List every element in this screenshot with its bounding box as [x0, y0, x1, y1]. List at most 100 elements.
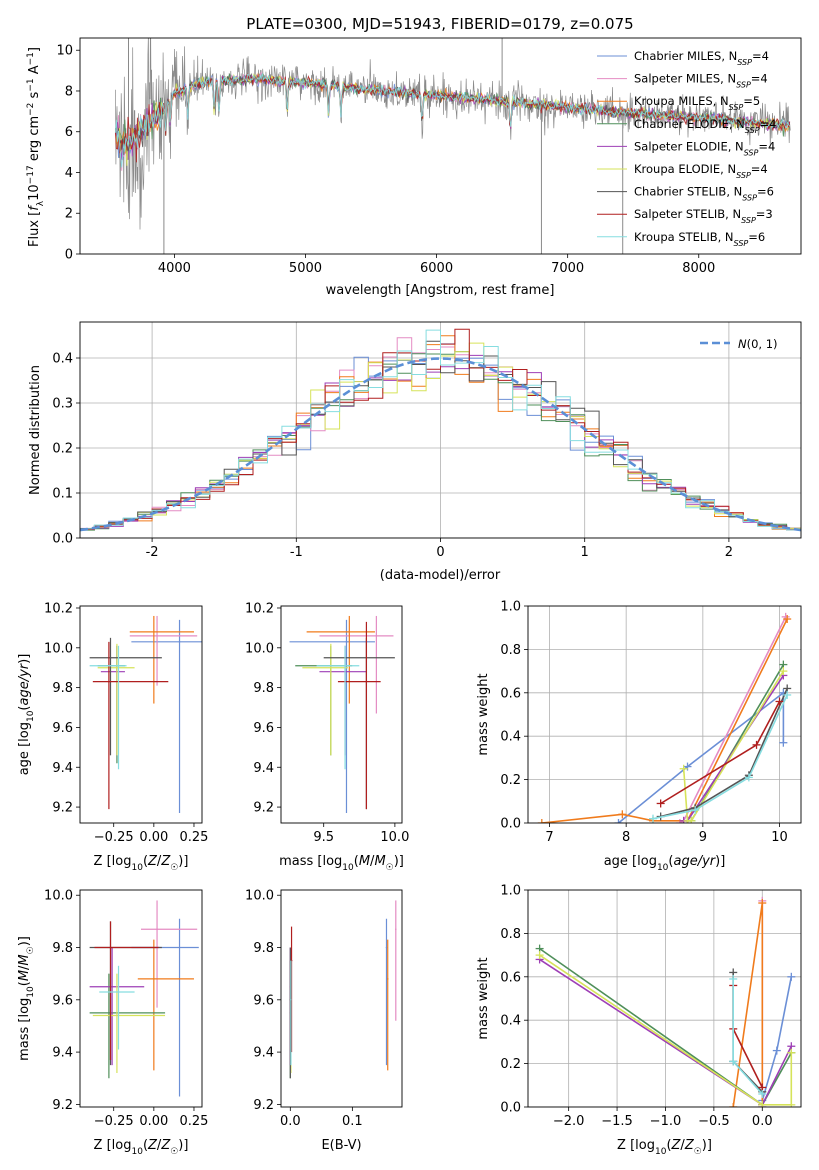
label-part: ☉ — [26, 946, 36, 954]
weight-marker-kroupa-elodie — [787, 1100, 796, 1107]
y-tick-label: 0.8 — [500, 927, 521, 942]
y-axis-label: age [log10(age/yr)] — [17, 654, 36, 776]
weight-marker-kroupa-elodie — [535, 951, 544, 960]
x-tick-label: 7000 — [551, 261, 584, 276]
weight-marker-salpeter-stelib — [775, 697, 784, 706]
point-kroupa-miles — [348, 631, 351, 633]
point-kroupa-elodie — [116, 666, 118, 669]
y-tick-label: 0.6 — [500, 686, 521, 701]
weight-marker-chabrier-miles — [772, 1046, 781, 1055]
x-tick-label: 4000 — [158, 261, 191, 276]
label-part: Z — [671, 1138, 682, 1153]
model-line-kroupa-stelib — [114, 73, 790, 168]
axes-frame — [79, 37, 802, 255]
y-tick-label: 9.4 — [52, 761, 73, 776]
legend-text: Kroupa STELIB, N — [634, 230, 734, 244]
y-tick-label: 9.6 — [253, 993, 274, 1008]
legend-text: =6 — [748, 230, 765, 244]
label-part: )] — [394, 854, 404, 869]
label-part: ☉ — [170, 863, 178, 873]
y-tick-label: 9.4 — [253, 1046, 274, 1061]
label-part: 10 — [26, 986, 36, 998]
x-tick-label: −1.0 — [650, 1114, 682, 1129]
x-tick-label: 2 — [725, 545, 733, 560]
label-part: mass weight — [476, 957, 491, 1039]
label-part: ( — [143, 1138, 148, 1153]
point-kroupa-stelib — [117, 991, 120, 993]
label-part: / — [157, 854, 162, 869]
x-tick-label: 0.0 — [280, 1114, 301, 1129]
legend-text: =5 — [743, 94, 760, 108]
label-part: −17 — [26, 165, 36, 184]
x-tick-label: 6000 — [420, 261, 453, 276]
y-axis-label: Normed distribution — [28, 365, 43, 495]
point-salpeter-miles — [156, 928, 158, 931]
weight-marker-kroupa-elodie — [779, 667, 788, 676]
legend-label-kroupa-miles: Kroupa MILES, NSSP=5 — [634, 94, 760, 112]
y-tick-label: 0.0 — [500, 1101, 521, 1116]
weight-marker-kroupa-elodie — [687, 816, 696, 823]
y-tick-label: 0.0 — [500, 817, 521, 832]
axes-frame — [527, 889, 802, 1108]
label-part: erg cm — [27, 116, 42, 165]
label-part: A — [27, 65, 42, 78]
label-part: mass weight — [476, 673, 491, 755]
label-part: )] — [715, 854, 725, 869]
y-tick-label: 9.2 — [52, 801, 73, 816]
legend-subscript: SSP — [744, 148, 759, 157]
y-tick-label: 9.2 — [253, 1098, 274, 1113]
label-part: M — [17, 954, 32, 965]
x-axis-label: E(B-V) — [321, 1138, 361, 1153]
y-axis-label: mass [log10(M/M☉)] — [17, 936, 36, 1061]
point-salpeter-miles — [394, 928, 397, 931]
point-kroupa-stelib — [344, 664, 346, 667]
legend-text: Chabrier ELODIE, N — [634, 117, 745, 131]
point-chabrier-miles — [178, 641, 181, 643]
plot-area-residuals — [80, 322, 801, 538]
label-part: ☉ — [694, 1147, 702, 1157]
label-part: ( — [666, 1138, 671, 1153]
x-axis-label: (data-model)/error — [380, 568, 501, 583]
label-part: −2 — [26, 103, 36, 116]
label-part: −1 — [26, 52, 36, 65]
weight-marker-kroupa-elodie — [787, 1048, 796, 1057]
point-kroupa-miles — [386, 978, 389, 980]
weight-marker-chabrier-miles — [787, 972, 796, 981]
point-salpeter-stelib — [109, 946, 112, 949]
point-salpeter-stelib — [365, 680, 368, 683]
label-part: 10 — [26, 710, 36, 722]
label-part: age [log — [17, 722, 32, 775]
weight-marker-kroupa-miles — [758, 899, 767, 908]
axes-overlay-mass_vs_Z: −0.25 0.00 0.259.29.49.69.810.0Z [log10(Z/… — [17, 889, 208, 1157]
axes-overlay-residuals: -2 -1 0 1 2 0.0 0.1 0.2 0.3 0.4 N(0, 1) (data-model… — [28, 321, 802, 583]
label-part: )] — [702, 1138, 712, 1153]
label-part: Flux [ — [27, 211, 42, 247]
point-chabrier-miles — [385, 946, 388, 949]
label-part: ( — [354, 854, 359, 869]
label-part: Z — [684, 1138, 695, 1153]
y-axis-label: mass weight — [476, 957, 491, 1039]
plot-area-age_vs_Z — [89, 615, 202, 814]
legend-text: Salpeter MILES, N — [634, 72, 736, 86]
legend-text: Chabrier MILES, N — [634, 49, 737, 63]
label-part: mass [log — [279, 854, 342, 869]
label-part: Z — [147, 1138, 158, 1153]
label-part: Z [log — [94, 854, 132, 869]
x-tick-label: 0 — [436, 545, 444, 560]
point-kroupa-miles — [153, 978, 155, 980]
legend-label-chabrier-stelib: Chabrier STELIB, NSSP=6 — [634, 185, 774, 203]
y-tick-label: 0.8 — [500, 643, 521, 658]
label-part: 10 — [131, 1147, 143, 1157]
x-tick-label: 0.00 — [139, 1114, 168, 1129]
weight-marker-salpeter-stelib — [656, 799, 665, 808]
y-tick-label: 9.2 — [52, 1098, 73, 1113]
label-part: Z [log — [94, 1138, 132, 1153]
point-salpeter-miles — [156, 635, 158, 637]
y-tick-label: 9.6 — [52, 721, 73, 736]
legend-label-chabrier-elodie: Chabrier ELODIE, NSSP=4 — [634, 117, 776, 135]
y-tick-label: 0.1 — [52, 487, 73, 502]
y-tick-label: 9.8 — [253, 941, 274, 956]
point-kroupa-miles — [153, 631, 155, 633]
weight-marker-kroupa-stelib — [729, 974, 738, 983]
label-part: ( — [668, 854, 673, 869]
